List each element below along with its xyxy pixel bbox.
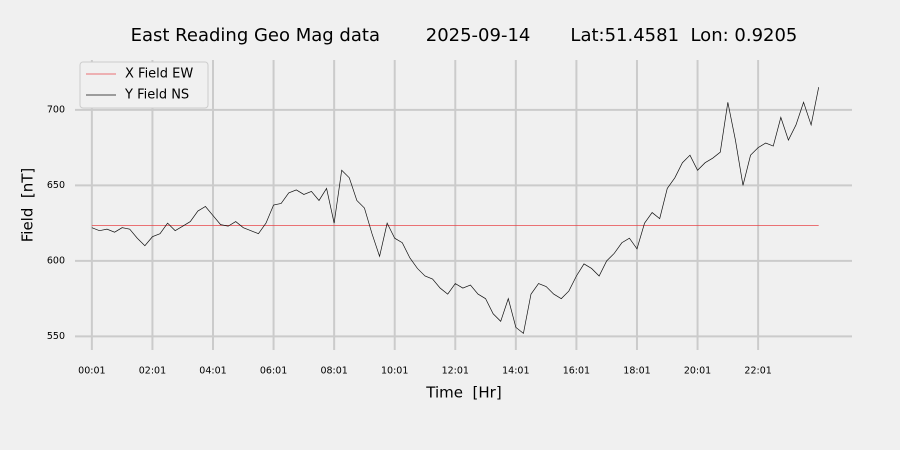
y-tick-label: 650	[47, 180, 65, 191]
x-tick-label: 12:01	[442, 366, 469, 377]
x-tick-label: 18:01	[623, 366, 650, 377]
x-tick-label: 10:01	[381, 366, 408, 377]
chart-title: East Reading Geo Mag data 2025-09-14 Lat…	[131, 25, 798, 46]
plot	[91, 87, 820, 335]
y-tick-label: 600	[47, 255, 65, 266]
legend-label: X Field EW	[125, 67, 193, 82]
x-tick-label: 02:01	[139, 366, 166, 377]
y-tick-label: 550	[47, 331, 65, 342]
x-tick-label: 08:01	[320, 366, 347, 377]
x-tick-label: 20:01	[684, 366, 711, 377]
y-tick-label: 700	[47, 104, 65, 115]
y-axis-label: Field [nT]	[19, 168, 37, 243]
x-tick-label: 00:01	[78, 366, 105, 377]
x-axis-label: Time [Hr]	[425, 384, 501, 402]
series-line	[91, 87, 820, 335]
legend-box	[79, 61, 209, 109]
x-tick-label: 14:01	[502, 366, 529, 377]
x-tick-label: 22:01	[744, 366, 771, 377]
x-tick-label: 06:01	[260, 366, 287, 377]
x-tick-label: 16:01	[563, 366, 590, 377]
legend: X Field EW Y Field NS	[79, 61, 209, 109]
legend-label: Y Field NS	[124, 88, 189, 103]
x-tick-label: 04:01	[199, 366, 226, 377]
